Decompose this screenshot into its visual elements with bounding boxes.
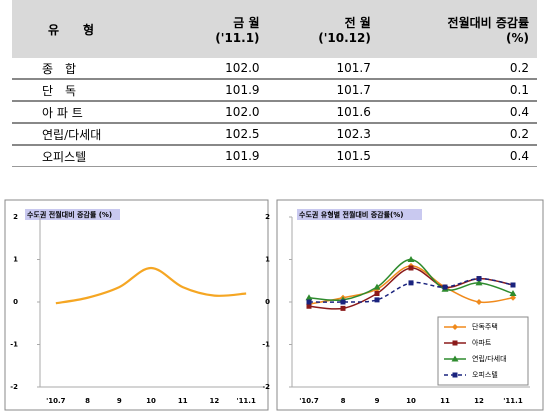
table-cell: 아 파 트 <box>12 101 170 124</box>
legend-label: 연립/다세대 <box>472 354 507 363</box>
table-cell: 101.5 <box>267 145 379 167</box>
x-tick-label: 9 <box>375 397 380 405</box>
table-cell: 0.4 <box>378 101 537 124</box>
marker <box>408 265 414 271</box>
chart-frame <box>276 199 544 411</box>
table-cell: 101.7 <box>267 58 379 80</box>
table-cell: 102.0 <box>169 58 268 80</box>
x-tick-label: 10 <box>406 397 416 405</box>
marker <box>476 299 482 305</box>
table-row: 단 독 101.9 101.7 0.1 <box>12 78 537 102</box>
y-tick-label: 2 <box>13 213 18 221</box>
title-bg <box>297 209 422 220</box>
x-tick-label: '10.7 <box>46 397 66 405</box>
marker <box>306 299 312 305</box>
x-tick-label: 12 <box>210 397 220 405</box>
marker <box>340 299 346 305</box>
chart-title: 수도권 유형별 전월대비 증감률(%) <box>299 210 403 219</box>
marker <box>374 297 380 303</box>
table-cell: 102.0 <box>169 101 268 124</box>
table-row: 오피스텔 101.9 101.5 0.4 <box>12 145 537 167</box>
title-bg <box>25 209 120 220</box>
table-row: 아 파 트 102.0 101.6 0.4 <box>12 101 537 124</box>
table-cell: 102.5 <box>169 122 268 146</box>
legend-label: 오피스텔 <box>472 370 498 379</box>
table-cell: 오피스텔 <box>12 145 170 167</box>
header-cell: 금 월 ('11.1) <box>169 0 268 58</box>
x-tick-label: 9 <box>117 397 122 405</box>
marker <box>510 282 516 288</box>
y-tick-label: 1 <box>13 256 18 264</box>
header-cell: 유 형 <box>12 0 170 58</box>
y-tick-label: -1 <box>10 341 18 349</box>
chart-frame <box>4 199 269 411</box>
marker <box>407 256 415 262</box>
table-cell: 101.9 <box>169 145 268 167</box>
table-cell: 101.6 <box>267 101 379 124</box>
marker <box>305 294 313 301</box>
marker <box>373 283 381 290</box>
y-tick-label: -1 <box>262 341 270 349</box>
marker <box>451 355 459 362</box>
marker <box>374 291 380 296</box>
table-cell: 연립/다세대 <box>12 122 170 146</box>
y-tick-label: 2 <box>265 213 270 221</box>
y-tick-label: 0 <box>265 298 270 306</box>
table-row: 종 합 102.0 101.7 0.2 <box>12 58 537 80</box>
header-cell: 전월대비 증감률 (%) <box>378 0 537 58</box>
table-cell: 102.3 <box>267 122 379 146</box>
y-tick-label: -2 <box>262 383 270 391</box>
y-tick-label: -2 <box>10 383 18 391</box>
x-tick-label: 12 <box>474 397 484 405</box>
table-cell: 종 합 <box>12 58 170 80</box>
marker <box>475 279 483 286</box>
x-tick-label: 11 <box>440 397 450 405</box>
table-cell: 단 독 <box>12 78 170 102</box>
marker <box>306 303 312 309</box>
legend-label: 아파트 <box>472 338 492 347</box>
table-cell: 0.4 <box>378 145 537 167</box>
table-row: 연립/다세대 102.5 102.3 0.2 <box>12 122 537 146</box>
marker <box>476 276 482 282</box>
x-tick-label: 11 <box>178 397 188 405</box>
table-cell: 0.1 <box>378 78 537 102</box>
marker <box>452 324 458 330</box>
legend-label: 단독주택 <box>472 322 498 331</box>
table-cell: 101.9 <box>169 78 268 102</box>
y-tick-label: 0 <box>13 298 18 306</box>
x-tick-label: 8 <box>85 397 90 405</box>
table-cell: 0.2 <box>378 58 537 80</box>
table-body: 종 합 102.0 101.7 0.2 단 독 101.9 101.7 0.1 아 파 트 102… <box>12 58 537 167</box>
marker <box>452 372 458 378</box>
table-cell: 101.7 <box>267 78 379 102</box>
marker <box>510 294 516 301</box>
line <box>55 266 247 305</box>
header-cell: 전 월 ('10.12) <box>267 0 379 58</box>
marker <box>442 284 448 290</box>
marker <box>509 290 517 296</box>
chart-title: 수도권 전월대비 증감률 (%) <box>27 210 112 219</box>
table-cell: 0.2 <box>378 122 537 146</box>
x-tick-label: '11.1 <box>236 397 256 405</box>
x-tick-label: '10.7 <box>299 397 319 405</box>
x-tick-label: '11.1 <box>503 397 523 405</box>
y-tick-label: 1 <box>265 256 270 264</box>
x-tick-label: 10 <box>146 397 156 405</box>
marker <box>340 305 346 311</box>
x-tick-label: 8 <box>341 397 346 405</box>
marker <box>452 340 458 346</box>
marker <box>408 280 414 286</box>
